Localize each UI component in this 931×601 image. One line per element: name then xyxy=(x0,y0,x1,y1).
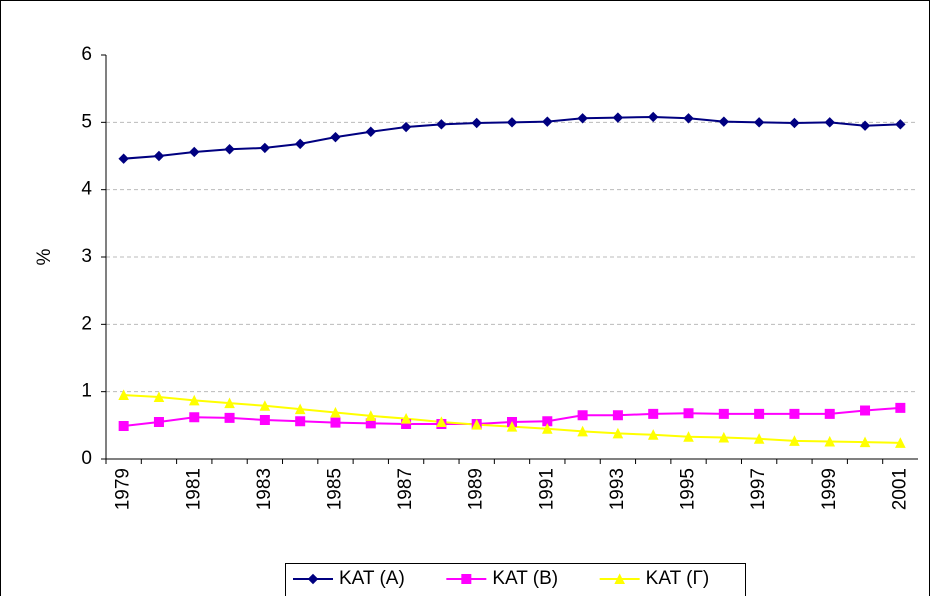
data-point xyxy=(330,131,341,143)
data-point xyxy=(683,431,694,442)
data-point xyxy=(330,406,341,418)
data-point xyxy=(400,121,412,133)
data-point xyxy=(188,394,200,406)
data-point xyxy=(577,113,588,124)
data-point xyxy=(718,408,729,419)
data-point xyxy=(577,410,588,421)
data-point xyxy=(824,435,836,447)
y-tick-label: 0 xyxy=(81,448,92,469)
data-point xyxy=(471,117,482,129)
data-point xyxy=(224,397,235,409)
data-point xyxy=(189,146,200,158)
data-point xyxy=(506,117,518,128)
legend-box xyxy=(285,563,746,601)
data-point xyxy=(895,437,906,448)
x-tick-label: 1979 xyxy=(113,468,134,510)
data-point xyxy=(400,412,412,424)
legend-label: KAT (Γ) xyxy=(646,568,710,589)
data-point xyxy=(224,412,235,423)
x-tick-label: 1987 xyxy=(395,468,416,510)
data-point xyxy=(753,117,765,128)
data-point xyxy=(648,408,659,419)
data-point xyxy=(612,410,623,421)
legend-marker xyxy=(461,574,472,584)
x-tick-label: 1997 xyxy=(748,468,769,510)
legend-label: KAT (A) xyxy=(339,568,405,589)
data-point xyxy=(683,408,694,419)
data-point xyxy=(330,417,341,428)
data-point xyxy=(259,142,271,154)
data-point xyxy=(824,408,835,419)
data-point xyxy=(754,408,765,419)
data-point xyxy=(436,119,447,130)
x-tick-label: 2001 xyxy=(889,468,910,510)
x-tick-label: 1999 xyxy=(819,468,840,510)
data-point xyxy=(436,416,447,427)
data-point xyxy=(189,412,200,423)
data-point xyxy=(860,405,871,416)
data-point xyxy=(118,389,129,401)
data-point xyxy=(294,403,306,415)
data-point xyxy=(718,431,730,443)
y-tick-label: 5 xyxy=(81,111,92,132)
data-point xyxy=(789,117,800,129)
data-point xyxy=(895,402,906,413)
x-tick-label: 1981 xyxy=(183,468,204,510)
legend-marker xyxy=(307,573,319,585)
x-tick-label: 1985 xyxy=(324,468,345,510)
data-point xyxy=(118,153,129,164)
data-point xyxy=(295,416,306,427)
legend-label: KAT (B) xyxy=(492,568,558,589)
data-point xyxy=(365,410,377,421)
data-point xyxy=(153,150,165,162)
data-point xyxy=(824,117,835,128)
data-point xyxy=(542,416,553,427)
data-point xyxy=(506,421,518,432)
data-point xyxy=(294,138,306,150)
data-point xyxy=(471,419,483,430)
data-point xyxy=(153,416,164,427)
legend-marker xyxy=(614,573,625,584)
x-tick-label: 1995 xyxy=(678,468,699,510)
y-tick-label: 6 xyxy=(81,44,92,65)
y-tick-label: 1 xyxy=(81,381,92,402)
data-point xyxy=(612,427,624,439)
x-tick-label: 1983 xyxy=(254,468,275,510)
data-point xyxy=(224,144,235,155)
legend: KAT (A) KAT (B) KAT (Γ) xyxy=(285,563,746,601)
data-point xyxy=(612,112,624,123)
data-point xyxy=(789,408,800,419)
x-tick-label: 1993 xyxy=(607,468,628,510)
data-point xyxy=(259,414,270,425)
data-point xyxy=(541,423,553,434)
x-tick-label: 1991 xyxy=(536,468,557,510)
data-point xyxy=(718,116,730,127)
data-point xyxy=(859,436,871,448)
data-point xyxy=(683,113,694,124)
data-point xyxy=(153,391,165,403)
data-point xyxy=(647,429,659,440)
data-point xyxy=(365,126,376,137)
data-point xyxy=(542,116,553,127)
x-tick-label: 1989 xyxy=(466,468,487,510)
data-point xyxy=(259,400,271,411)
y-tick-label: 3 xyxy=(81,246,92,267)
data-point xyxy=(648,111,659,123)
y-axis-label: % xyxy=(34,248,55,265)
data-point xyxy=(789,435,800,446)
data-point xyxy=(753,433,765,444)
data-point xyxy=(859,120,871,131)
y-tick-label: 4 xyxy=(81,179,92,200)
data-point xyxy=(577,425,588,437)
y-tick-label: 2 xyxy=(81,313,92,334)
data-point xyxy=(895,119,906,130)
data-point xyxy=(118,421,129,432)
